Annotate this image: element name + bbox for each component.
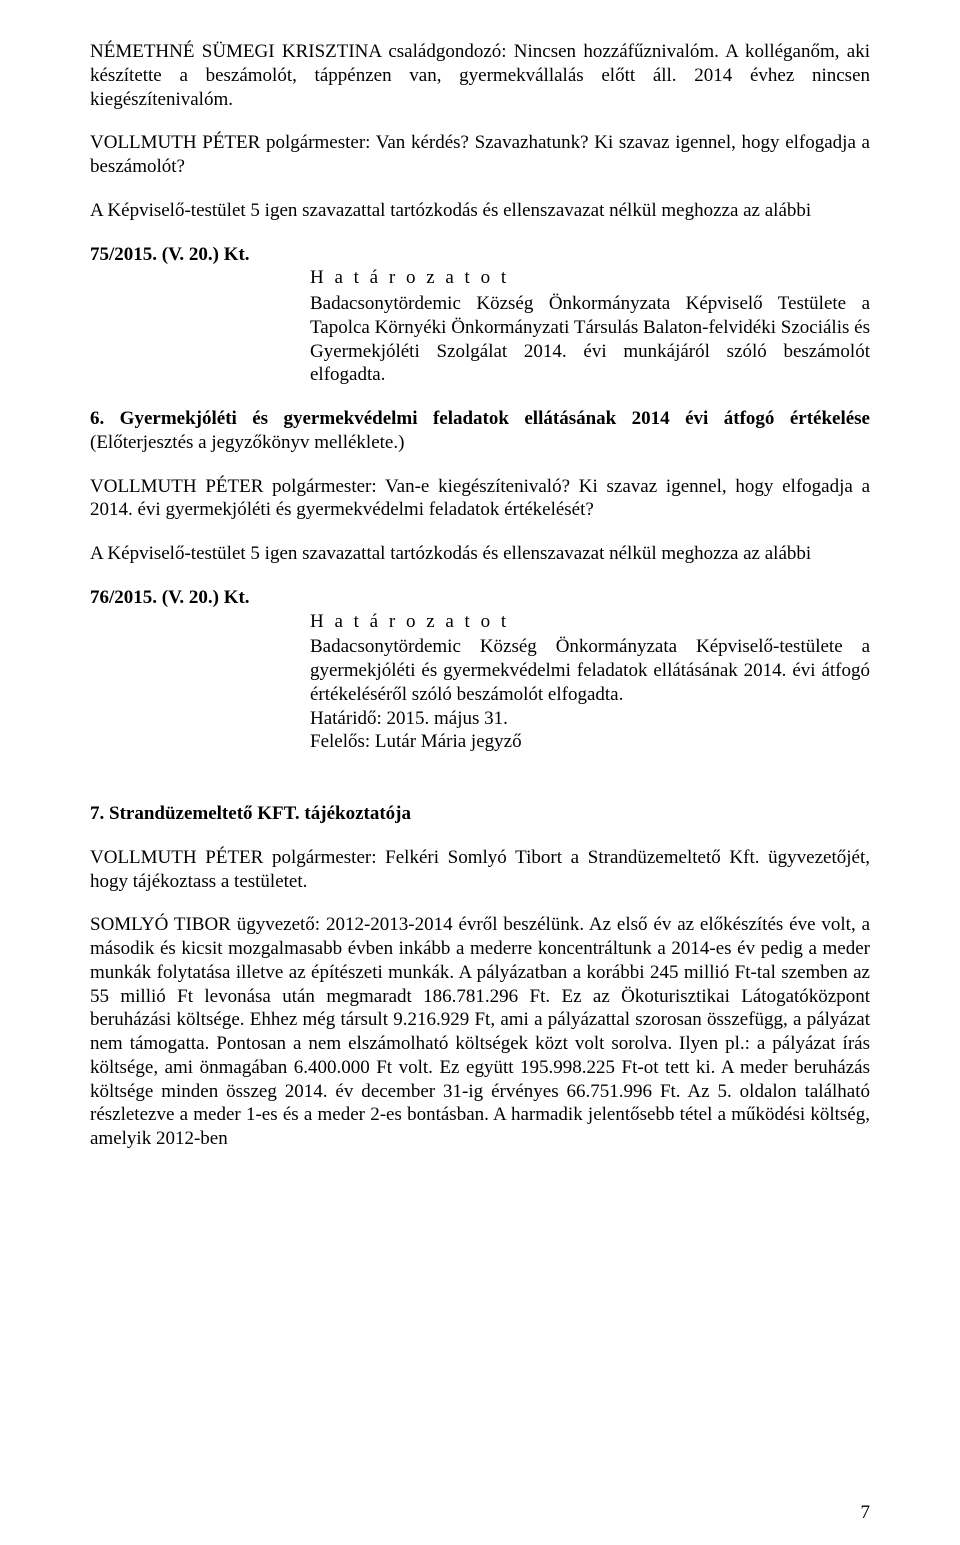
resolution-title: H a t á r o z a t o t — [310, 610, 870, 634]
resolution-title: H a t á r o z a t o t — [310, 266, 870, 290]
resolution-block: H a t á r o z a t o t Badacsonytördemic … — [310, 266, 870, 387]
paragraph: NÉMETHNÉ SÜMEGI KRISZTINA családgondozó:… — [90, 40, 870, 111]
resolution-number: 75/2015. (V. 20.) Kt. — [90, 243, 870, 267]
paragraph: A Képviselő-testület 5 igen szavazattal … — [90, 542, 870, 566]
section-heading-bold: 6. Gyermekjóléti és gyermekvédelmi felad… — [90, 408, 870, 429]
paragraph: A Képviselő-testület 5 igen szavazattal … — [90, 199, 870, 223]
section-heading: 7. Strandüzemeltető KFT. tájékoztatója — [90, 802, 870, 826]
section-heading-note: (Előterjesztés a jegyzőkönyv melléklete.… — [90, 432, 404, 453]
resolution-responsible: Felelős: Lutár Mária jegyző — [310, 730, 870, 754]
spacer — [90, 774, 870, 802]
section-heading: 6. Gyermekjóléti és gyermekvédelmi felad… — [90, 407, 870, 455]
page: NÉMETHNÉ SÜMEGI KRISZTINA családgondozó:… — [0, 0, 960, 1545]
resolution-body: Badacsonytördemic Község Önkormányzata K… — [310, 635, 870, 706]
paragraph: SOMLYÓ TIBOR ügyvezető: 2012-2013-2014 é… — [90, 913, 870, 1151]
paragraph: VOLLMUTH PÉTER polgármester: Felkéri Som… — [90, 846, 870, 894]
resolution-block: H a t á r o z a t o t Badacsonytördemic … — [310, 610, 870, 755]
page-number: 7 — [861, 1501, 871, 1525]
paragraph: VOLLMUTH PÉTER polgármester: Van-e kiegé… — [90, 475, 870, 523]
resolution-number: 76/2015. (V. 20.) Kt. — [90, 586, 870, 610]
resolution-body: Badacsonytördemic Község Önkormányzata K… — [310, 292, 870, 387]
resolution-deadline: Határidő: 2015. május 31. — [310, 707, 870, 731]
paragraph: VOLLMUTH PÉTER polgármester: Van kérdés?… — [90, 131, 870, 179]
